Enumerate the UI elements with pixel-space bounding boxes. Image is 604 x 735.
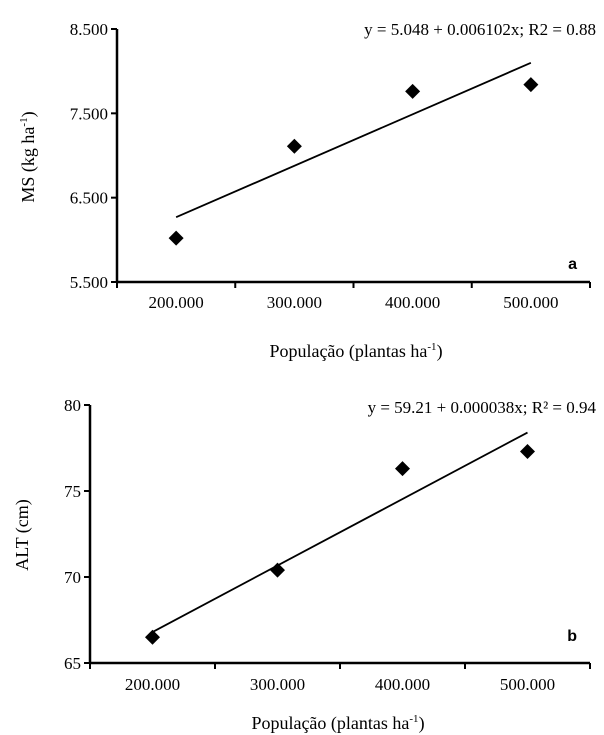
panel-a-x-tick-label: 400.000 bbox=[385, 293, 440, 312]
panel-b-equation: y = 59.21 + 0.000038x; R² = 0.94 bbox=[368, 398, 597, 417]
chart-panel-a: 5.500 6.500 7.500 8.500 200.000 300.000 400.00… bbox=[18, 20, 596, 362]
panel-a-x-axis-title-end: ) bbox=[437, 341, 443, 362]
panel-b-x-axis-title-end: ) bbox=[419, 713, 425, 734]
panel-b-x-axis-title-sup: -1 bbox=[409, 713, 418, 725]
panel-a-marks: 5.500 6.500 7.500 8.500 200.000 300.000 400.00… bbox=[70, 20, 591, 312]
panel-a-x-tick-label: 200.000 bbox=[149, 293, 204, 312]
panel-a-x-tick-label: 500.000 bbox=[503, 293, 558, 312]
panel-b-x-tick-label: 400.000 bbox=[375, 675, 430, 694]
panel-b-x-axis-title: População (plantas ha-1) bbox=[251, 713, 424, 734]
panel-a-data-point bbox=[286, 138, 302, 154]
panel-b-x-tick-label: 500.000 bbox=[500, 675, 555, 694]
panel-a-y-tick-label: 5.500 bbox=[70, 273, 108, 292]
panel-a-y-axis-title-end: ) bbox=[18, 111, 39, 117]
panel-b-data-point bbox=[145, 629, 160, 645]
panel-b-data-point bbox=[395, 461, 410, 477]
panel-a-y-tick-label: 6.500 bbox=[70, 189, 108, 208]
panel-b-data-point bbox=[520, 443, 535, 459]
panel-a-data-point bbox=[168, 230, 184, 246]
chart-panel-b: 65 70 75 80 200.000 300.000 400.000 500.000 y =… bbox=[12, 396, 596, 734]
panel-a-x-tick-label: 300.000 bbox=[267, 293, 322, 312]
panel-b-y-axis-title: ALT (cm) bbox=[12, 499, 33, 571]
panel-a-x-axis-title: População (plantas ha-1) bbox=[269, 341, 442, 362]
panel-b-x-axis-title-main: População (plantas ha bbox=[251, 713, 409, 734]
panel-b-marks: 65 70 75 80 200.000 300.000 400.000 500.000 bbox=[64, 396, 591, 694]
panel-b-trendline bbox=[152, 431, 528, 633]
panel-b-y-tick-label: 70 bbox=[64, 568, 81, 587]
panel-b-data-point bbox=[270, 562, 285, 578]
panel-b-x-tick-label: 200.000 bbox=[125, 675, 180, 694]
panel-a-x-axis-title-main: População (plantas ha bbox=[269, 341, 427, 362]
panel-a-y-axis-title-sup: -1 bbox=[18, 117, 30, 126]
panel-a-y-axis-title: MS (kg ha-1) bbox=[18, 111, 39, 202]
panel-b-y-tick-label: 75 bbox=[64, 482, 81, 501]
panel-a-y-tick-label: 7.500 bbox=[70, 104, 108, 123]
panel-a-data-point bbox=[405, 83, 421, 99]
panel-a-letter: a bbox=[568, 256, 577, 273]
panel-a-trendline bbox=[175, 61, 532, 219]
panel-a-y-tick-label: 8.500 bbox=[70, 20, 108, 39]
panel-a-data-point bbox=[523, 77, 539, 93]
panel-b-y-tick-label: 65 bbox=[64, 654, 81, 673]
panel-b-letter: b bbox=[567, 628, 577, 645]
panel-a-x-axis-title-sup: -1 bbox=[427, 341, 436, 353]
panel-b-y-tick-label: 80 bbox=[64, 396, 81, 415]
panel-b-x-tick-label: 300.000 bbox=[250, 675, 305, 694]
panel-a-y-axis-title-main: MS (kg ha bbox=[18, 127, 39, 203]
panel-a-equation: y = 5.048 + 0.006102x; R2 = 0.88 bbox=[364, 20, 596, 39]
